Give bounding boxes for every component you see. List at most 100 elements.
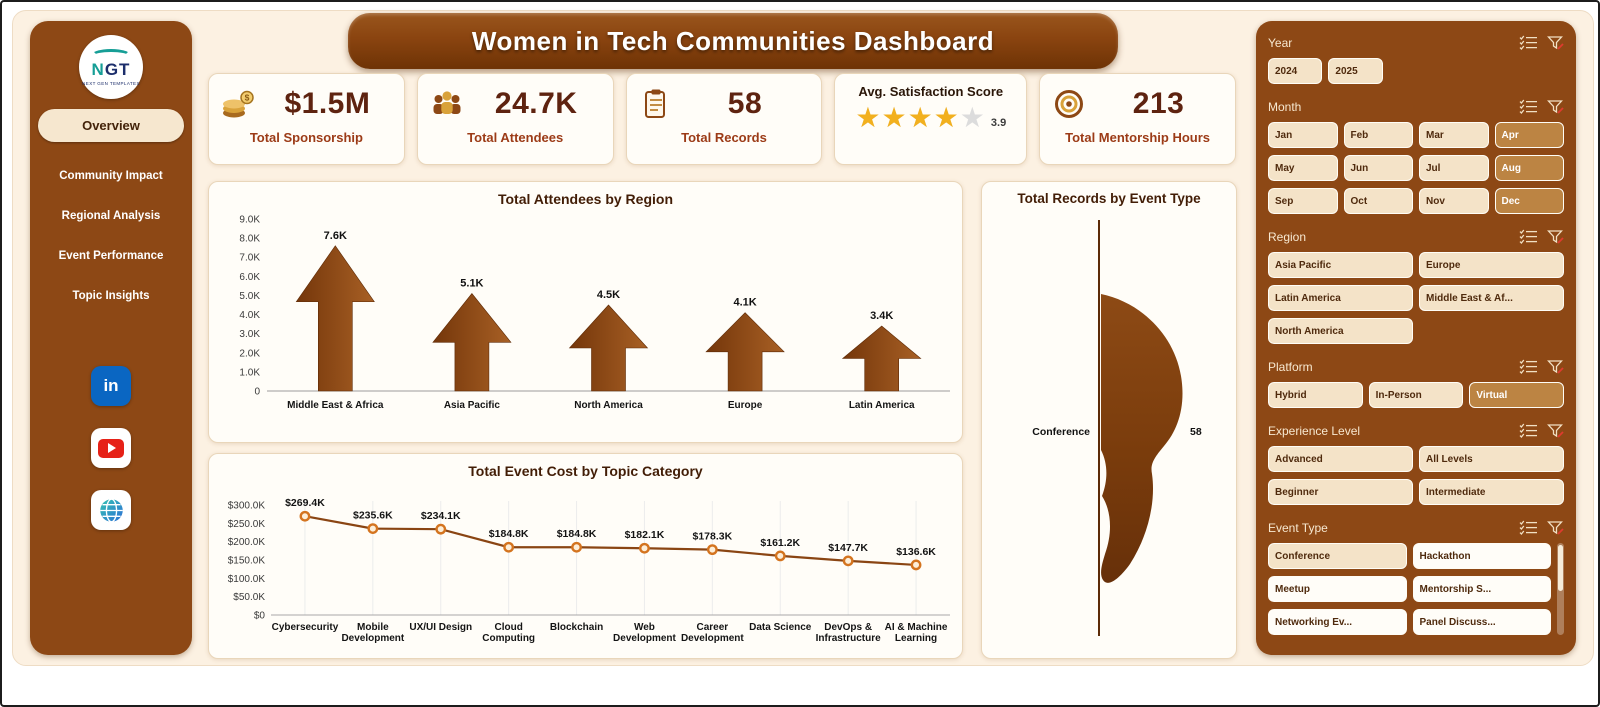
data-point-ai-machine-learning[interactable]: $136.6K (896, 546, 936, 571)
scrollbar[interactable] (1557, 543, 1564, 635)
select-all-icon[interactable] (1519, 99, 1538, 114)
filter-header-icons (1519, 520, 1564, 535)
filter-option-in-person[interactable]: In-Person (1368, 382, 1464, 408)
event-cost-by-topic-chart: $300.0K $250.0K $200.0K $150.0K $100.0K $50.0… (228, 497, 950, 644)
linkedin-icon[interactable]: in (91, 366, 131, 406)
filter-option-north-america[interactable]: North America (1268, 318, 1413, 344)
filter-option-feb[interactable]: Feb (1343, 122, 1413, 148)
filter-option-mentorship-s[interactable]: Mentorship S... (1412, 576, 1551, 602)
kpi-value: 58 (727, 87, 763, 120)
satisfaction-score-card: Avg. Satisfaction Score ★★★★★★★★★★ 3.9 (834, 73, 1028, 165)
bar-europe[interactable]: 4.1K (705, 297, 785, 392)
filter-section-label: Event Type (1268, 520, 1328, 535)
bar-value-label: 3.4K (870, 310, 893, 322)
data-point-data-science[interactable]: $161.2K (760, 537, 801, 562)
bar-value-label: 4.1K (733, 297, 756, 309)
x-axis-label: Blockchain (550, 622, 603, 633)
filter-option-all-levels[interactable]: All Levels (1419, 446, 1564, 472)
select-all-icon[interactable] (1519, 35, 1538, 50)
data-point-ux-ui-design[interactable]: $234.1K (421, 510, 461, 535)
filter-option-panel-discuss[interactable]: Panel Discuss... (1412, 609, 1551, 635)
youtube-icon[interactable] (91, 428, 131, 468)
records-icon (639, 87, 673, 121)
filter-option-advanced[interactable]: Advanced (1268, 446, 1413, 472)
sidebar-item-event-performance[interactable]: Event Performance (58, 250, 164, 262)
select-all-icon[interactable] (1519, 359, 1538, 374)
kpi-value: 213 (1132, 87, 1185, 120)
bar-middle-east-africa[interactable]: 7.6K (295, 230, 375, 392)
y-axis-tick: 5.0K (239, 291, 260, 302)
sidebar-item-regional-analysis[interactable]: Regional Analysis (61, 210, 161, 222)
select-all-icon[interactable] (1519, 520, 1538, 535)
filter-section-body: Hybrid In-Person Virtual (1268, 382, 1564, 408)
filter-funnel-icon[interactable] (1547, 359, 1564, 374)
filter-option-may[interactable]: May (1268, 155, 1338, 181)
data-point-cloud-computing[interactable]: $184.8K (489, 528, 529, 553)
bar-asia-pacific[interactable]: 5.1K (432, 278, 512, 392)
filter-header-icons (1519, 359, 1564, 374)
filter-section-body: Asia Pacific Europe Latin America Middle Ea… (1268, 252, 1564, 344)
filter-option-networking-ev[interactable]: Networking Ev... (1268, 609, 1407, 635)
filter-option-virtual[interactable]: Virtual (1469, 382, 1564, 408)
filter-option-2024[interactable]: 2024 (1268, 58, 1323, 84)
logo-subtext: NEXT GEN TEMPLATES (82, 80, 140, 86)
data-point-blockchain[interactable]: $184.8K (557, 528, 597, 553)
data-point-cybersecurity[interactable]: $269.4K (285, 497, 325, 522)
filter-option-middle-east-af[interactable]: Middle East & Af... (1419, 285, 1564, 311)
x-axis-label: Web (634, 622, 655, 633)
filter-section-month: Month Jan Feb Mar Apr May Jun Jul Aug Sep Oct Nov De… (1268, 99, 1564, 214)
sidebar-item-community-impact[interactable]: Community Impact (59, 170, 163, 182)
funnel-segment-conference[interactable] (1101, 294, 1183, 583)
select-all-icon[interactable] (1519, 229, 1538, 244)
bar-latin-america[interactable]: 3.4K (841, 310, 922, 392)
bar-north-america[interactable]: 4.5K (568, 289, 649, 392)
filter-option-nov[interactable]: Nov (1419, 188, 1489, 214)
filter-section-header: Month (1268, 99, 1564, 114)
filter-option-conference[interactable]: Conference (1268, 543, 1407, 569)
filter-option-aug[interactable]: Aug (1494, 155, 1564, 181)
filter-option-mar[interactable]: Mar (1419, 122, 1489, 148)
scrollbar-thumb[interactable] (1558, 545, 1563, 591)
website-globe-icon[interactable] (91, 490, 131, 530)
filter-option-jul[interactable]: Jul (1419, 155, 1489, 181)
filter-option-2025[interactable]: 2025 (1328, 58, 1383, 84)
filter-option-europe[interactable]: Europe (1419, 252, 1564, 278)
filter-funnel-icon[interactable] (1547, 423, 1564, 438)
filter-option-intermediate[interactable]: Intermediate (1419, 479, 1564, 505)
filter-option-sep[interactable]: Sep (1268, 188, 1338, 214)
filter-option-hackathon[interactable]: Hackathon (1412, 543, 1551, 569)
sidebar-item-overview[interactable]: Overview (38, 109, 184, 142)
filter-option-dec[interactable]: Dec (1494, 188, 1564, 214)
filter-option-oct[interactable]: Oct (1343, 188, 1413, 214)
kpi-row: $ $1.5M Total Sponsorship 24.7K Total Attend… (208, 73, 1236, 165)
filter-option-jan[interactable]: Jan (1268, 122, 1338, 148)
data-point-career-development[interactable]: $178.3K (692, 531, 733, 556)
filter-option-latin-america[interactable]: Latin America (1268, 285, 1413, 311)
filter-section-header: Year (1268, 35, 1564, 50)
data-point-web-development[interactable]: $182.1K (625, 529, 665, 554)
attendees-by-region-chart-card: Total Attendees by Region 9.0K 8.0K 7.0K 6.… (208, 181, 963, 443)
filter-option-jun[interactable]: Jun (1343, 155, 1413, 181)
filter-option-asia-pacific[interactable]: Asia Pacific (1268, 252, 1413, 278)
filter-option-meetup[interactable]: Meetup (1268, 576, 1407, 602)
kpi-value: 24.7K (494, 87, 578, 120)
filter-funnel-icon[interactable] (1547, 229, 1564, 244)
filter-option-hybrid[interactable]: Hybrid (1268, 382, 1363, 408)
sidebar-item-topic-insights[interactable]: Topic Insights (72, 290, 150, 302)
kpi-card-total-attendees: 24.7K Total Attendees (416, 73, 614, 165)
sidebar-nav: Overview Community Impact Regional Analysi… (30, 99, 192, 302)
select-all-icon[interactable] (1519, 423, 1538, 438)
filter-option-apr[interactable]: Apr (1494, 122, 1564, 148)
cost-line (304, 515, 917, 567)
filter-section-label: Platform (1268, 359, 1313, 374)
bar-value-label: 7.6K (324, 230, 347, 242)
data-point-mobile-development[interactable]: $235.6K (353, 510, 393, 535)
data-point-devops-infrastructure[interactable]: $147.7K (828, 542, 868, 567)
event-cost-by-topic-chart-card: Total Event Cost by Topic Category $300.… (208, 453, 963, 659)
y-axis-tick: 0 (254, 387, 260, 398)
filter-funnel-icon[interactable] (1547, 35, 1564, 50)
filter-option-beginner[interactable]: Beginner (1268, 479, 1413, 505)
attendees-by-region-chart: 9.0K 8.0K 7.0K 6.0K 5.0K 4.0K 3.0K 2.0K 1.0K 0 7.6… (239, 215, 950, 411)
filter-funnel-icon[interactable] (1547, 99, 1564, 114)
filter-funnel-icon[interactable] (1547, 520, 1564, 535)
